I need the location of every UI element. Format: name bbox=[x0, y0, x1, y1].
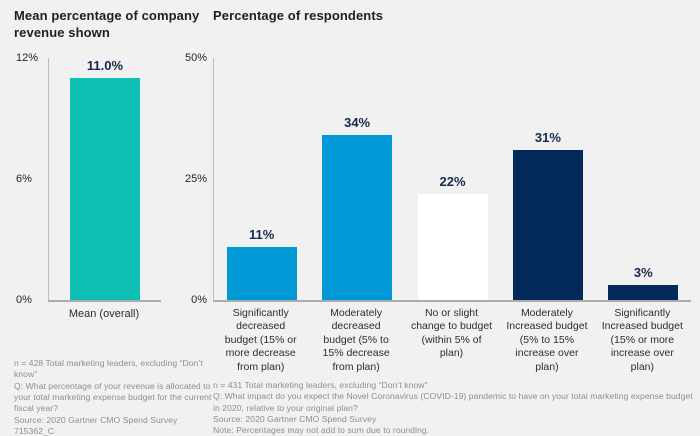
bar-value-label: 22% bbox=[439, 174, 466, 189]
bar bbox=[226, 247, 297, 300]
bar bbox=[512, 150, 583, 300]
category-label: Moderately Increased budget (5% to 15% i… bbox=[506, 307, 588, 373]
left-y-tick-6: 6% bbox=[16, 173, 32, 185]
bar bbox=[322, 135, 393, 300]
left-footnote: n = 428 Total marketing leaders, excludi… bbox=[14, 358, 212, 436]
left-bar-value-label: 11.0% bbox=[86, 58, 124, 73]
left-y-tick-0: 0% bbox=[16, 294, 32, 306]
left-y-tick-12: 12% bbox=[16, 52, 39, 64]
category-label: Moderately decreased budget (5% to 15% d… bbox=[322, 307, 390, 373]
right-y-tick-0: 0% bbox=[191, 294, 207, 306]
footnote-line: Source: 2020 Gartner CMO Spend Survey bbox=[14, 414, 178, 425]
bar-value-label: 11% bbox=[249, 227, 275, 242]
bar bbox=[417, 194, 488, 300]
bar-value-label: 34% bbox=[344, 115, 371, 130]
footnote-line: Note: Percentages may not add to sum due… bbox=[213, 425, 430, 436]
right-chart-title: Percentage of respondents bbox=[213, 8, 384, 23]
right-footnote: n = 431 Total marketing leaders, excludi… bbox=[213, 380, 693, 436]
left-chart-title: Mean percentage of company revenue shown bbox=[14, 8, 200, 40]
footnote-line: 715362_C bbox=[14, 426, 55, 436]
footnote-line: Source: 2020 Gartner CMO Spend Survey bbox=[213, 414, 377, 425]
footnote-line: n = 428 Total marketing leaders, excludi… bbox=[14, 358, 203, 380]
footnote-line: n = 431 Total marketing leaders, excludi… bbox=[213, 380, 428, 390]
right-y-tick-25: 25% bbox=[184, 173, 207, 185]
footnote-line: Q: What impact do you expect the Novel C… bbox=[213, 391, 693, 413]
category-label: No or slight change to budget (within 5%… bbox=[410, 307, 493, 360]
bar-slot: 31% bbox=[500, 58, 595, 300]
bar-value-label: 31% bbox=[534, 130, 561, 145]
right-y-tick-50: 50% bbox=[184, 52, 207, 64]
left-x-axis-label: Mean (overall) bbox=[68, 308, 140, 320]
right-plot-area: 11% 34% 22% 31% 3% bbox=[213, 58, 691, 302]
right-category-row: Significantly decreased budget (15% or m… bbox=[213, 307, 690, 374]
bar-slot: 22% bbox=[405, 58, 500, 300]
left-plot-area: 11.0% bbox=[48, 58, 161, 302]
category-label: Significantly decreased budget (15% or m… bbox=[224, 307, 297, 373]
bar-slot: 3% bbox=[596, 58, 691, 300]
footnote-line: Q: What percentage of your revenue is al… bbox=[14, 380, 212, 414]
bar-slot: 11% bbox=[214, 58, 309, 300]
left-bar-slot: 11.0% bbox=[49, 58, 161, 300]
category-label: Significantly Increased budget (15% or m… bbox=[601, 307, 683, 373]
bar-value-label: 3% bbox=[633, 265, 653, 280]
left-bar bbox=[70, 78, 140, 300]
bar-slot: 34% bbox=[309, 58, 404, 300]
bar bbox=[608, 285, 679, 300]
